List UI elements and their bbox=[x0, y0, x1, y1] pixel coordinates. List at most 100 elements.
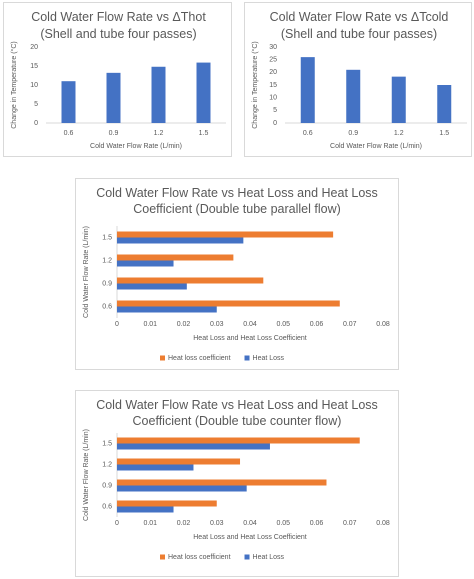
bar bbox=[117, 306, 217, 313]
y-tick-label: 0.6 bbox=[102, 503, 112, 510]
bar bbox=[117, 500, 217, 507]
chart-svg: Cold Water Flow Rate (L/min) 0 0.01 0.02 0.0… bbox=[83, 226, 390, 362]
chart-svg: Cold Water Flow Rate (L/min) 0 0.01 0.02 0.0… bbox=[83, 429, 390, 561]
y-tick-label: 1.2 bbox=[102, 257, 112, 264]
legend-swatch bbox=[160, 355, 165, 361]
bar bbox=[391, 76, 406, 123]
bar bbox=[151, 66, 166, 123]
bar bbox=[117, 485, 247, 492]
y-tick-label: 0.9 bbox=[102, 280, 112, 287]
legend-label: Heat loss coefficient bbox=[168, 355, 231, 362]
chart-title: Cold Water Flow Rate vs Heat Loss and He… bbox=[96, 186, 378, 216]
x-tick-label: 0.03 bbox=[210, 321, 224, 328]
bar bbox=[300, 57, 315, 124]
chart: Cold Water Flow Rate (L/min) 0 0.01 0.02 0.0… bbox=[75, 390, 399, 577]
y-tick-label: 0.6 bbox=[102, 303, 112, 310]
bar bbox=[196, 62, 211, 123]
y-tick-label: 30 bbox=[269, 44, 277, 51]
y-axis-label: Change in Temperature (°C) bbox=[251, 41, 259, 129]
chart-title: Cold Water Flow Rate vs ΔThot bbox=[31, 10, 206, 24]
y-tick-label: 1.2 bbox=[102, 461, 112, 468]
bar bbox=[117, 231, 334, 238]
x-tick-label: 0.06 bbox=[310, 321, 324, 328]
y-tick-label: 1.5 bbox=[102, 234, 112, 241]
legend-label: Heat Loss bbox=[253, 355, 285, 362]
x-tick-label: 0.05 bbox=[276, 520, 290, 527]
chart-subtitle: (Shell and tube four passes) bbox=[40, 27, 197, 41]
y-tick-label: 5 bbox=[34, 101, 38, 108]
y-tick-label: 0 bbox=[34, 120, 38, 127]
bar bbox=[106, 72, 121, 123]
x-tick-label: 0.04 bbox=[243, 520, 257, 527]
y-tick-label: 5 bbox=[273, 107, 277, 114]
y-tick-label: 1.5 bbox=[102, 440, 112, 447]
y-tick-label: 20 bbox=[30, 44, 38, 51]
legend-swatch bbox=[244, 355, 250, 361]
x-tick-label: 0 bbox=[115, 520, 119, 527]
x-tick-label: 0.9 bbox=[109, 130, 119, 137]
bar bbox=[117, 283, 187, 290]
x-tick-label: 0 bbox=[115, 321, 119, 328]
y-tick-label: 20 bbox=[269, 69, 277, 76]
bar bbox=[437, 85, 452, 123]
y-axis-label: Cold Water Flow Rate (L/min) bbox=[83, 226, 90, 318]
y-tick-label: 10 bbox=[30, 82, 38, 89]
legend-label: Heat Loss bbox=[253, 554, 285, 561]
x-tick-label: 0.03 bbox=[210, 520, 224, 527]
bar bbox=[61, 81, 76, 123]
x-tick-label: 1.2 bbox=[154, 130, 164, 137]
x-tick-label: 0.08 bbox=[376, 520, 390, 527]
chart: Change in Temperature (°C) 0 5 10 15 20 25 30 0.… bbox=[244, 2, 472, 157]
bar bbox=[117, 479, 327, 486]
chart-svg: Change in Temperature (°C) 0 5 10 15 20 0.6 0.9… bbox=[10, 41, 226, 150]
y-tick-label: 25 bbox=[269, 57, 277, 64]
bar bbox=[117, 437, 360, 444]
y-tick-label: 0 bbox=[273, 120, 277, 127]
bar bbox=[117, 506, 174, 513]
y-axis-label: Change in Temperature (°C) bbox=[10, 41, 18, 129]
y-tick-label: 0.9 bbox=[102, 482, 112, 489]
bar bbox=[117, 237, 244, 244]
x-axis-label: Heat Loss and Heat Loss Coefficient bbox=[193, 534, 307, 541]
legend-swatch bbox=[244, 554, 250, 560]
x-tick-label: 0.01 bbox=[143, 520, 157, 527]
x-tick-label: 0.6 bbox=[303, 130, 313, 137]
bar bbox=[117, 443, 270, 450]
bar bbox=[117, 254, 234, 261]
x-tick-label: 0.02 bbox=[177, 520, 191, 527]
bar bbox=[346, 69, 361, 123]
x-tick-label: 0.6 bbox=[64, 130, 74, 137]
y-axis-label: Cold Water Flow Rate (L/min) bbox=[83, 429, 90, 521]
x-tick-label: 0.02 bbox=[177, 321, 191, 328]
chart-title: Cold Water Flow Rate vs Heat Loss and He… bbox=[96, 398, 378, 428]
x-tick-label: 0.06 bbox=[310, 520, 324, 527]
legend-label: Heat loss coefficient bbox=[168, 554, 231, 561]
chart-svg: Change in Temperature (°C) 0 5 10 15 20 25 30 0.… bbox=[251, 41, 467, 150]
y-tick-label: 15 bbox=[269, 82, 277, 89]
x-tick-label: 0.07 bbox=[343, 321, 357, 328]
bar bbox=[117, 300, 340, 307]
x-tick-label: 0.04 bbox=[243, 321, 257, 328]
bar bbox=[117, 277, 264, 284]
x-tick-label: 1.5 bbox=[439, 130, 449, 137]
x-axis-label: Cold Water Flow Rate (L/min) bbox=[330, 143, 422, 150]
x-axis-label: Cold Water Flow Rate (L/min) bbox=[90, 143, 182, 150]
x-tick-label: 0.08 bbox=[376, 321, 390, 328]
bar bbox=[117, 260, 174, 267]
bar bbox=[117, 458, 241, 465]
x-tick-label: 0.01 bbox=[143, 321, 157, 328]
legend-swatch bbox=[160, 554, 165, 560]
y-tick-label: 10 bbox=[269, 95, 277, 102]
x-tick-label: 0.9 bbox=[348, 130, 358, 137]
chart-subtitle: (Shell and tube four passes) bbox=[280, 27, 438, 41]
chart: Cold Water Flow Rate (L/min) 0 0.01 0.02 0.0… bbox=[75, 178, 399, 370]
x-tick-label: 1.2 bbox=[394, 130, 404, 137]
x-axis-label: Heat Loss and Heat Loss Coefficient bbox=[193, 335, 307, 342]
x-tick-label: 0.07 bbox=[343, 520, 357, 527]
bar bbox=[117, 464, 194, 471]
chart: Change in Temperature (°C) 0 5 10 15 20 0.6 0.9… bbox=[3, 2, 232, 157]
x-tick-label: 1.5 bbox=[199, 130, 209, 137]
y-tick-label: 15 bbox=[30, 63, 38, 70]
x-tick-label: 0.05 bbox=[276, 321, 290, 328]
